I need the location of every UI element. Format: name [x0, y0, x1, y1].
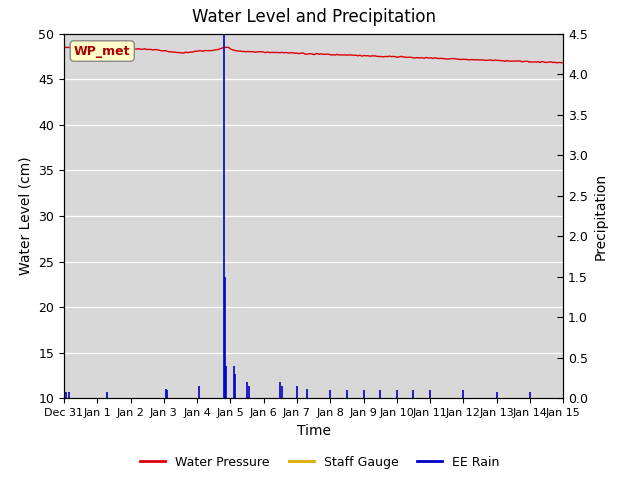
Title: Water Level and Precipitation: Water Level and Precipitation — [191, 9, 436, 26]
Line: Water Pressure: Water Pressure — [64, 47, 563, 63]
Water Pressure — [559, 60, 567, 66]
Water Pressure — [199, 48, 207, 54]
Water Pressure — [529, 59, 537, 65]
Water Pressure — [515, 58, 523, 64]
Y-axis label: Precipitation: Precipitation — [594, 172, 607, 260]
Water Pressure — [458, 57, 466, 62]
Water Pressure — [328, 52, 335, 58]
Water Pressure — [558, 60, 566, 66]
Text: WP_met: WP_met — [74, 45, 131, 58]
Y-axis label: Water Level (cm): Water Level (cm) — [19, 156, 33, 276]
Legend: Water Pressure, Staff Gauge, EE Rain: Water Pressure, Staff Gauge, EE Rain — [136, 451, 504, 474]
X-axis label: Time: Time — [296, 424, 331, 438]
Water Pressure — [339, 52, 346, 58]
Water Pressure — [60, 44, 68, 50]
